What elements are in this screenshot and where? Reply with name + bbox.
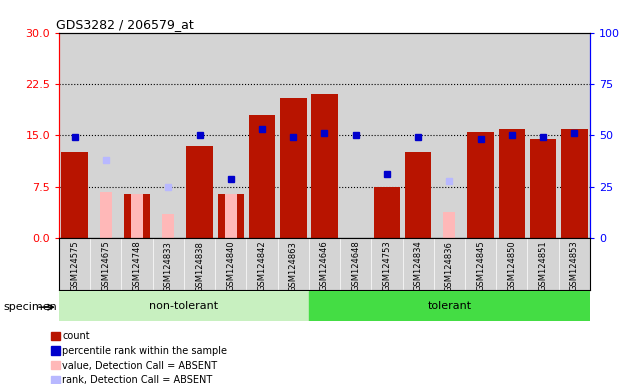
Bar — [59, 33, 90, 238]
Text: GSM124753: GSM124753 — [383, 241, 391, 291]
Bar — [162, 214, 175, 238]
Bar — [405, 152, 432, 238]
Text: GSM124845: GSM124845 — [476, 241, 485, 291]
Text: GSM124853: GSM124853 — [570, 241, 579, 291]
Bar — [131, 194, 143, 238]
Text: GSM124748: GSM124748 — [132, 241, 142, 291]
Text: GSM124646: GSM124646 — [320, 241, 329, 291]
Text: tolerant: tolerant — [427, 301, 471, 311]
Bar — [559, 33, 590, 238]
Bar — [186, 146, 213, 238]
Text: GSM124850: GSM124850 — [507, 241, 517, 291]
Bar — [247, 33, 278, 238]
Bar — [340, 33, 371, 238]
Bar — [402, 33, 434, 238]
Text: rank, Detection Call = ABSENT: rank, Detection Call = ABSENT — [62, 375, 212, 384]
Bar — [215, 33, 247, 238]
Bar — [280, 98, 307, 238]
Text: GSM124842: GSM124842 — [258, 241, 266, 291]
Bar — [59, 291, 309, 321]
Bar — [249, 115, 275, 238]
Bar — [496, 33, 527, 238]
Bar — [309, 291, 590, 321]
Bar — [371, 33, 402, 238]
Bar — [499, 129, 525, 238]
Bar — [527, 33, 559, 238]
Bar — [465, 33, 496, 238]
Text: GSM124838: GSM124838 — [195, 241, 204, 291]
Text: GDS3282 / 206579_at: GDS3282 / 206579_at — [57, 18, 194, 31]
Bar — [468, 132, 494, 238]
Bar — [374, 187, 400, 238]
Text: GSM124575: GSM124575 — [70, 241, 79, 291]
Bar — [309, 33, 340, 238]
Text: value, Detection Call = ABSENT: value, Detection Call = ABSENT — [62, 361, 217, 371]
Bar — [530, 139, 556, 238]
Text: GSM124834: GSM124834 — [414, 241, 423, 291]
Bar — [153, 33, 184, 238]
Bar — [124, 194, 150, 238]
Text: GSM124836: GSM124836 — [445, 241, 454, 291]
Text: non-tolerant: non-tolerant — [150, 301, 219, 311]
Text: GSM124840: GSM124840 — [226, 241, 235, 291]
Text: GSM124863: GSM124863 — [289, 241, 297, 291]
Bar — [278, 33, 309, 238]
Bar — [217, 194, 244, 238]
Bar — [122, 33, 153, 238]
Bar — [434, 33, 465, 238]
Text: GSM124648: GSM124648 — [351, 241, 360, 291]
Bar — [100, 192, 112, 238]
Text: count: count — [62, 331, 89, 341]
Bar — [90, 33, 122, 238]
Text: specimen: specimen — [3, 302, 57, 312]
Bar — [225, 194, 237, 238]
Bar — [61, 152, 88, 238]
Text: GSM124675: GSM124675 — [101, 241, 111, 291]
Bar — [311, 94, 338, 238]
Text: GSM124851: GSM124851 — [538, 241, 548, 291]
Bar — [443, 212, 455, 238]
Bar — [561, 129, 587, 238]
Bar — [184, 33, 215, 238]
Text: percentile rank within the sample: percentile rank within the sample — [62, 346, 227, 356]
Text: GSM124833: GSM124833 — [164, 241, 173, 291]
